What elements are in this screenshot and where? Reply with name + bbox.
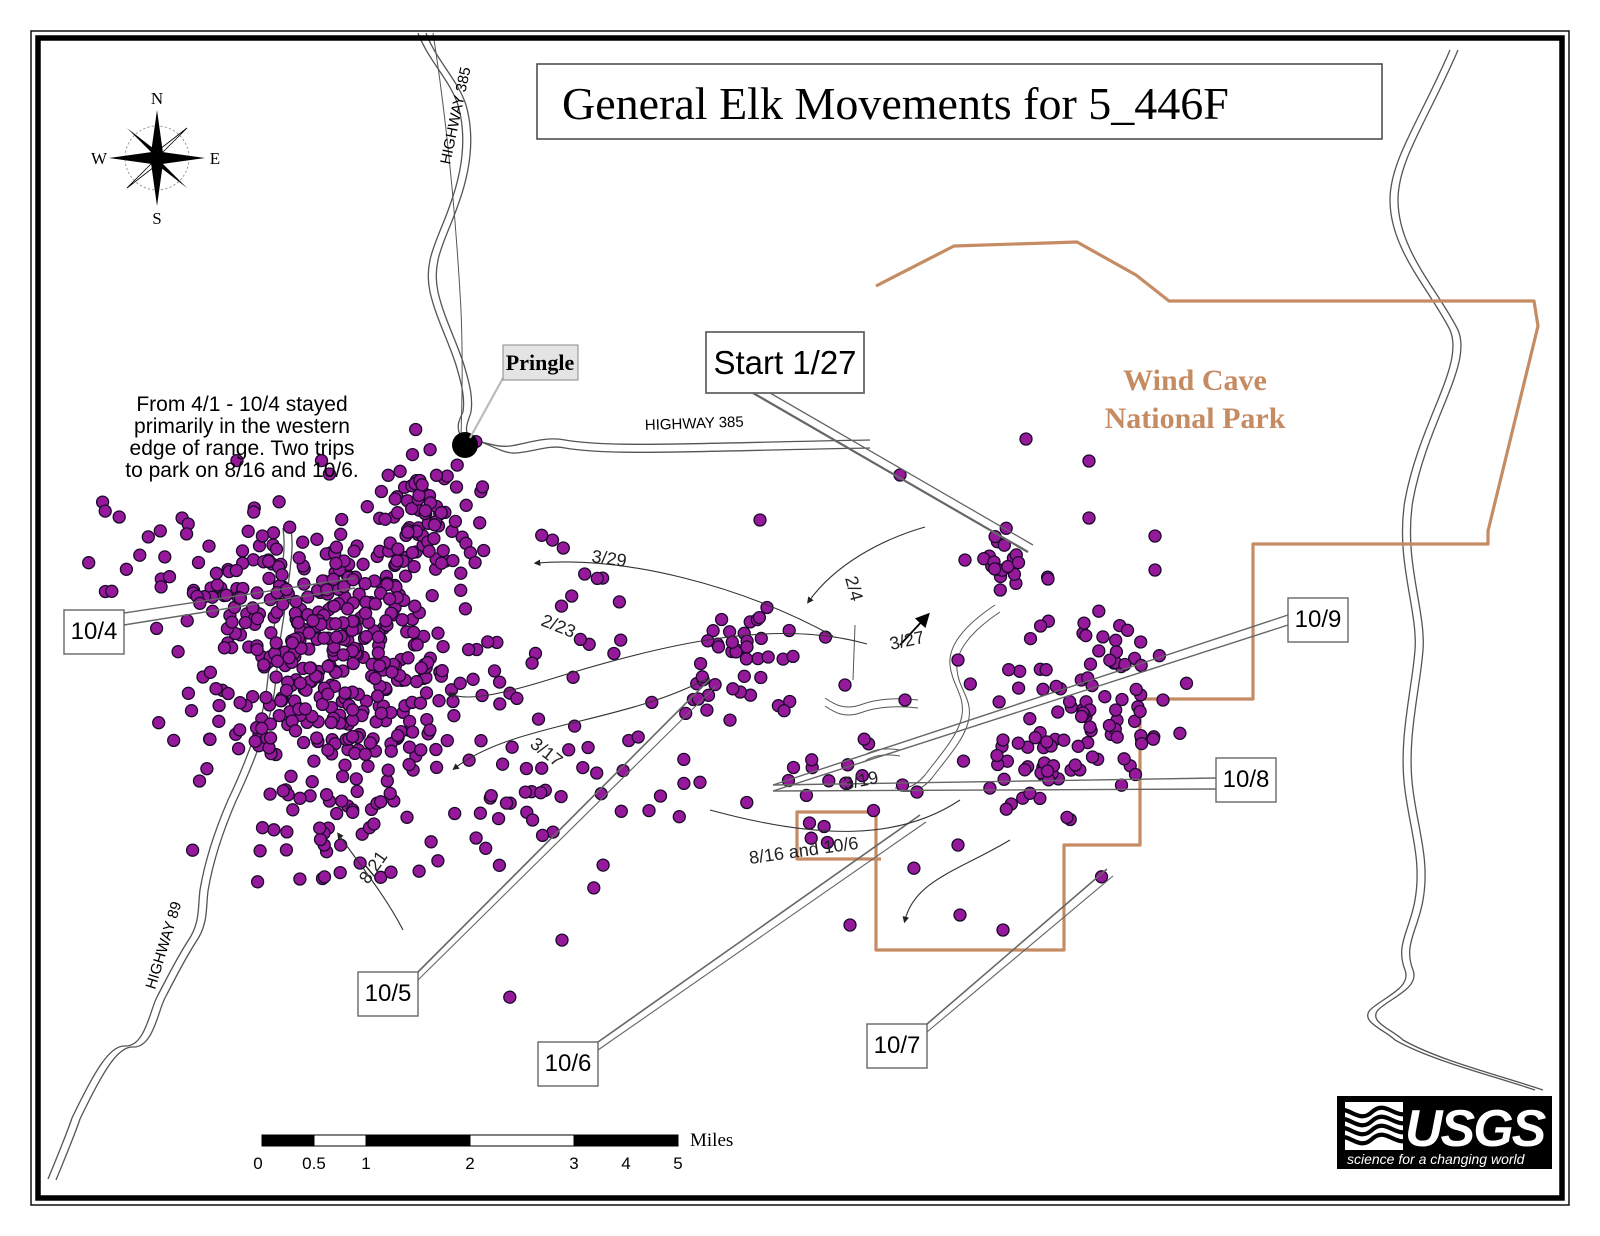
svg-text:3/27: 3/27 bbox=[888, 627, 926, 654]
svg-text:3: 3 bbox=[569, 1154, 578, 1173]
svg-text:10/5: 10/5 bbox=[365, 980, 412, 1007]
svg-text:3/29: 3/29 bbox=[590, 546, 627, 571]
svg-text:HIGHWAY 89: HIGHWAY 89 bbox=[143, 900, 186, 992]
svg-text:primarily in the western: primarily in the western bbox=[134, 415, 350, 438]
svg-text:science for a changing world: science for a changing world bbox=[1347, 1151, 1526, 1167]
svg-text:HIGHWAY 385: HIGHWAY 385 bbox=[645, 414, 744, 434]
svg-text:From 4/1 - 10/4 stayed: From 4/1 - 10/4 stayed bbox=[136, 393, 347, 416]
svg-text:0.5: 0.5 bbox=[302, 1154, 326, 1173]
svg-text:2/23: 2/23 bbox=[539, 610, 579, 642]
svg-text:Start 1/27: Start 1/27 bbox=[713, 344, 856, 381]
svg-text:2: 2 bbox=[465, 1154, 474, 1173]
svg-text:edge of range. Two trips: edge of range. Two trips bbox=[130, 437, 355, 460]
svg-text:10/7: 10/7 bbox=[874, 1032, 921, 1059]
svg-text:Wind Cave: Wind Cave bbox=[1123, 364, 1267, 397]
svg-text:4: 4 bbox=[621, 1154, 630, 1173]
svg-text:N: N bbox=[151, 89, 163, 108]
svg-text:8/16 and 10/6: 8/16 and 10/6 bbox=[748, 833, 860, 868]
svg-text:5: 5 bbox=[673, 1154, 682, 1173]
svg-text:10/6: 10/6 bbox=[545, 1050, 592, 1077]
svg-text:Pringle: Pringle bbox=[506, 350, 575, 375]
svg-text:USGS: USGS bbox=[1405, 1100, 1547, 1158]
svg-text:E: E bbox=[210, 149, 220, 168]
svg-text:1: 1 bbox=[361, 1154, 370, 1173]
svg-text:10/9: 10/9 bbox=[1295, 606, 1342, 633]
svg-text:Miles: Miles bbox=[690, 1130, 733, 1151]
svg-text:National Park: National Park bbox=[1105, 402, 1286, 435]
svg-text:General Elk Movements for 5_44: General Elk Movements for 5_446F bbox=[562, 78, 1229, 129]
svg-text:0: 0 bbox=[253, 1154, 262, 1173]
svg-text:10/8: 10/8 bbox=[1223, 766, 1270, 793]
svg-text:10/4: 10/4 bbox=[71, 618, 118, 645]
svg-text:to park on 8/16 and 10/6.: to park on 8/16 and 10/6. bbox=[125, 459, 359, 482]
svg-text:S: S bbox=[152, 209, 161, 228]
svg-text:2/4: 2/4 bbox=[841, 574, 867, 603]
svg-text:W: W bbox=[91, 149, 108, 168]
